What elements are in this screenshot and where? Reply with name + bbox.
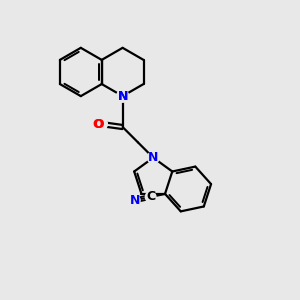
Circle shape — [117, 90, 128, 102]
Text: O: O — [94, 118, 104, 130]
Text: C: C — [146, 190, 155, 203]
Text: N: N — [130, 194, 140, 207]
Text: O: O — [93, 118, 103, 130]
Circle shape — [145, 192, 156, 202]
Circle shape — [117, 90, 128, 102]
Text: N: N — [148, 151, 158, 164]
Text: N: N — [117, 90, 128, 103]
Circle shape — [147, 152, 159, 164]
Text: N: N — [117, 90, 128, 103]
Circle shape — [96, 118, 107, 130]
Circle shape — [95, 118, 107, 130]
Circle shape — [130, 195, 140, 206]
